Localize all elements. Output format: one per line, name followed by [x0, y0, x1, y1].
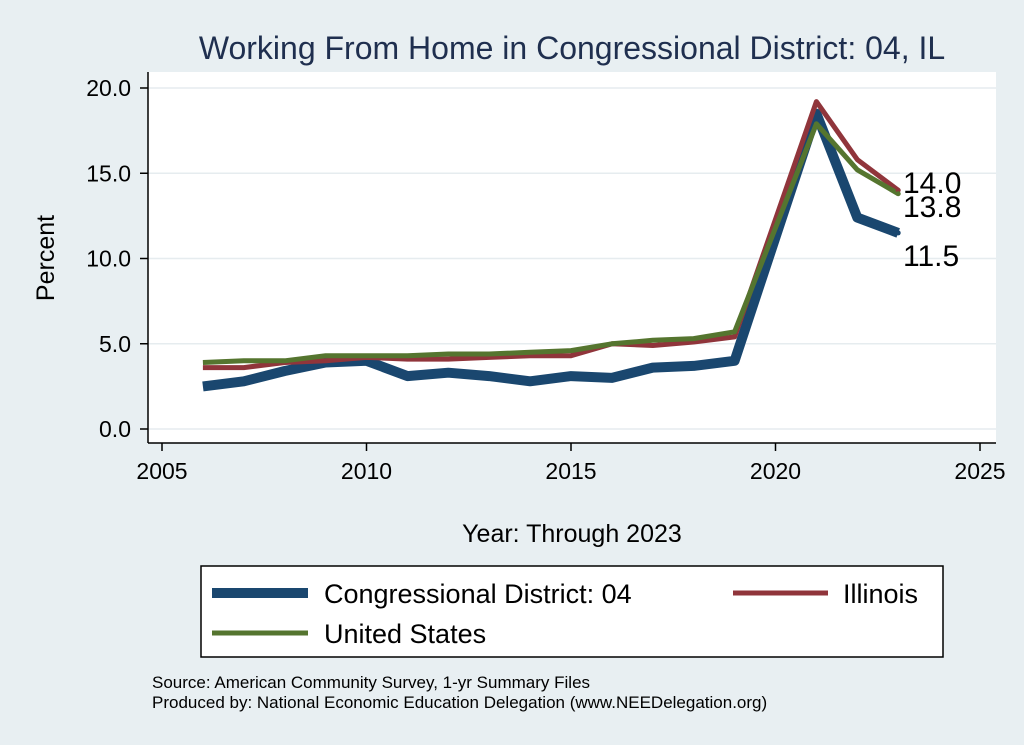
y-tick-label: 10.0	[86, 246, 131, 272]
x-tick-label: 2025	[954, 458, 1005, 484]
plot-area	[148, 72, 996, 443]
end-labels: 11.5 14.013.8	[895, 167, 961, 273]
source-note: Source: American Community Survey, 1-yr …	[152, 673, 590, 692]
series-line-3	[202, 121, 900, 365]
end-value-label: 14.0	[903, 167, 961, 200]
legend-label: United States	[324, 619, 486, 649]
chart-title: Working From Home in Congressional Distr…	[199, 30, 945, 66]
x-tick-label: 2010	[341, 458, 392, 484]
legend: Congressional District: 04 Illinois United…	[200, 565, 944, 658]
y-tick-label: 15.0	[86, 160, 131, 186]
y-tick-label: 20.0	[86, 75, 131, 101]
x-tick-label: 2020	[750, 458, 801, 484]
series-line-1	[202, 108, 900, 392]
series-lines	[202, 99, 900, 392]
y-tick-label: 0.0	[99, 416, 131, 442]
y-tick-label: 5.0	[99, 331, 131, 357]
end-value-label: 13.8	[903, 191, 961, 224]
axes	[140, 72, 996, 451]
produced-by-note: Produced by: National Economic Education…	[152, 693, 767, 712]
x-tick-label: 2005	[136, 458, 187, 484]
legend-box	[200, 565, 944, 658]
gridlines	[148, 87, 996, 430]
legend-label: Illinois	[843, 579, 918, 609]
end-marker	[895, 191, 901, 197]
x-axis-title: Year: Through 2023	[462, 520, 682, 548]
tick-labels: 0.0 5.0 10.0 15.0 20.0 2005 2010 2015 2020 2025	[86, 75, 1005, 484]
end-value-label: 11.5	[903, 240, 959, 273]
y-axis-title: Percent	[32, 215, 60, 301]
x-tick-label: 2015	[545, 458, 596, 484]
legend-label: Congressional District: 04	[324, 579, 632, 609]
end-marker	[895, 230, 901, 236]
